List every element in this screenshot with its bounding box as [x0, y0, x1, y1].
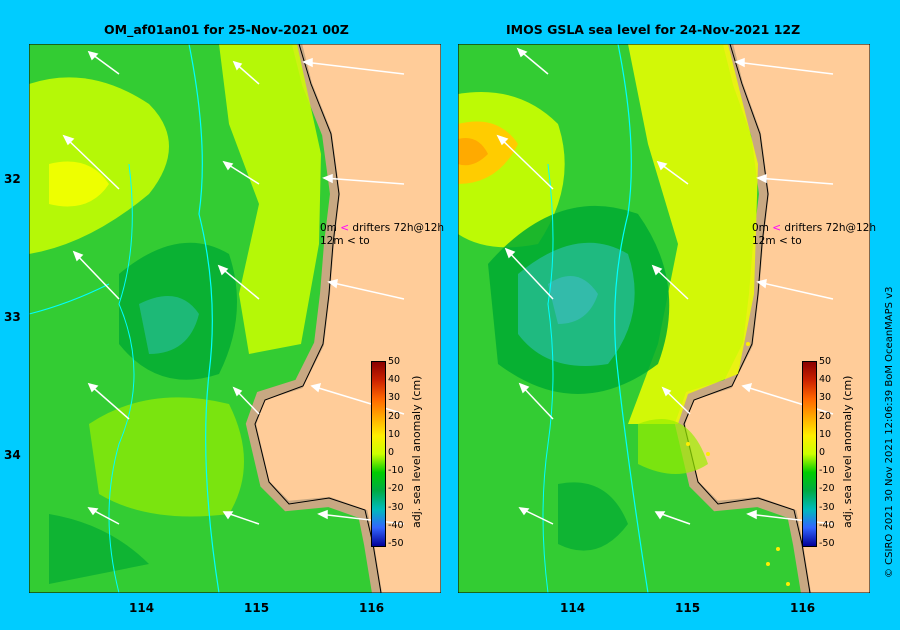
colorbar-label: -10	[388, 465, 404, 477]
drifter-legend-left: 0m < drifters 72h@12h 12m < to	[320, 222, 444, 248]
right-map[interactable]	[458, 44, 870, 593]
legend-depth-12: 12m	[752, 235, 776, 247]
colorbar-label: 10	[819, 428, 832, 440]
colorbar-label: 40	[388, 374, 401, 386]
lon-tick-115-right: 115	[675, 601, 701, 615]
legend-depth-0: 0m	[752, 222, 769, 234]
credit-text: © CSIRO 2021 30 Nov 2021 12:06:39 BoM Oc…	[884, 286, 895, 578]
colorbar-left	[371, 361, 386, 547]
colorbar-label: -20	[819, 483, 835, 495]
colorbar-label: 30	[819, 392, 832, 404]
legend-to-label: to	[791, 235, 802, 247]
colorbar-label: 20	[388, 410, 401, 422]
colorbar-label: 50	[388, 356, 401, 367]
colorbar-label: -40	[819, 519, 835, 531]
colorbar-label: -50	[388, 538, 404, 549]
lon-tick-114-right: 114	[560, 601, 586, 615]
lon-tick-114-left: 114	[129, 601, 155, 615]
colorbar-label: 30	[388, 392, 401, 404]
colorbar-label: -30	[819, 501, 835, 513]
legend-arrow-magenta: <	[340, 222, 350, 234]
colorbar-label: -10	[819, 465, 835, 477]
lon-tick-116-right: 116	[790, 601, 816, 615]
left-panel-title: OM_af01an01 for 25-Nov-2021 00Z	[104, 22, 349, 37]
colorbar-label: 40	[819, 374, 832, 386]
legend-arrow-magenta: <	[772, 222, 782, 234]
colorbar-label: 0	[819, 447, 826, 458]
colorbar-title-left: adj. sea level anomaly (cm)	[410, 375, 423, 528]
drifter-legend-right: 0m < drifters 72h@12h 12m < to	[752, 222, 876, 248]
legend-arrow-black: <	[778, 235, 788, 247]
lon-tick-115-left: 115	[244, 601, 270, 615]
legend-arrow-black: <	[346, 235, 356, 247]
colorbar-label: 50	[819, 356, 832, 367]
colorbar-title-right: adj. sea level anomaly (cm)	[841, 375, 854, 528]
lon-tick-116-left: 116	[359, 601, 385, 615]
legend-drifters-label: drifters 72h@12h	[352, 222, 445, 234]
left-map[interactable]	[29, 44, 441, 593]
colorbar-label: 10	[388, 428, 401, 440]
colorbar-label: -30	[388, 501, 404, 513]
lat-tick-33: 33	[4, 310, 21, 324]
colorbar-right	[802, 361, 817, 547]
legend-depth-0: 0m	[320, 222, 337, 234]
colorbar-label: -20	[388, 483, 404, 495]
colorbar-label: 20	[819, 410, 832, 422]
legend-to-label: to	[359, 235, 370, 247]
lat-tick-34: 34	[4, 448, 21, 462]
right-panel-title: IMOS GSLA sea level for 24-Nov-2021 12Z	[506, 22, 801, 37]
legend-drifters-label: drifters 72h@12h	[784, 222, 877, 234]
legend-depth-12: 12m	[320, 235, 344, 247]
colorbar-label: -50	[819, 538, 835, 549]
colorbar-label: 0	[388, 447, 395, 458]
colorbar-label: -40	[388, 519, 404, 531]
lat-tick-32: 32	[4, 172, 21, 186]
